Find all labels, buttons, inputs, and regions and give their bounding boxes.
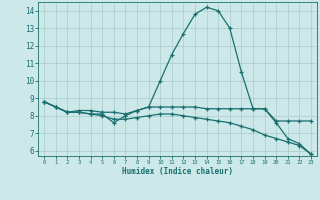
X-axis label: Humidex (Indice chaleur): Humidex (Indice chaleur) [122,167,233,176]
